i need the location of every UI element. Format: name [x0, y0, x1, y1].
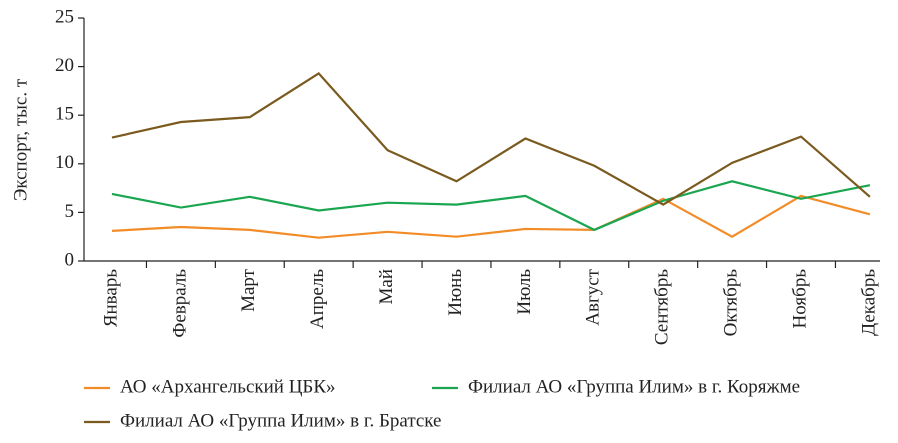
- y-tick-label: 5: [65, 201, 75, 222]
- x-tick-label: Июнь: [445, 269, 466, 316]
- x-tick-label: Январь: [100, 269, 121, 327]
- x-tick-label: Октябрь: [720, 269, 741, 337]
- x-tick-label: Ноябрь: [789, 269, 810, 329]
- x-tick-label: Апрель: [307, 269, 328, 329]
- y-tick-label: 0: [65, 249, 75, 270]
- x-tick-label: Март: [238, 268, 259, 312]
- x-tick-label: Август: [583, 268, 604, 325]
- y-tick-label: 20: [55, 55, 74, 76]
- x-tick-label: Декабрь: [858, 269, 879, 336]
- legend-label: Филиал АО «Группа Илим» в г. Коряжме: [468, 376, 800, 397]
- legend-label: Филиал АО «Группа Илим» в г. Братске: [120, 410, 442, 431]
- y-axis-label: Экспорт, тыс. т: [10, 78, 31, 201]
- series-line: [111, 180, 871, 232]
- y-tick-label: 25: [55, 6, 74, 27]
- y-tick-label: 15: [55, 104, 74, 125]
- series-line: [111, 194, 871, 239]
- series-line: [111, 71, 871, 206]
- legend-label: АО «Архангельский ЦБК»: [120, 376, 336, 397]
- x-tick-label: Февраль: [169, 269, 190, 338]
- x-tick-label: Май: [376, 269, 397, 305]
- x-tick-label: Июль: [514, 269, 535, 315]
- x-tick-label: Сентябрь: [652, 269, 673, 345]
- y-tick-label: 10: [55, 152, 74, 173]
